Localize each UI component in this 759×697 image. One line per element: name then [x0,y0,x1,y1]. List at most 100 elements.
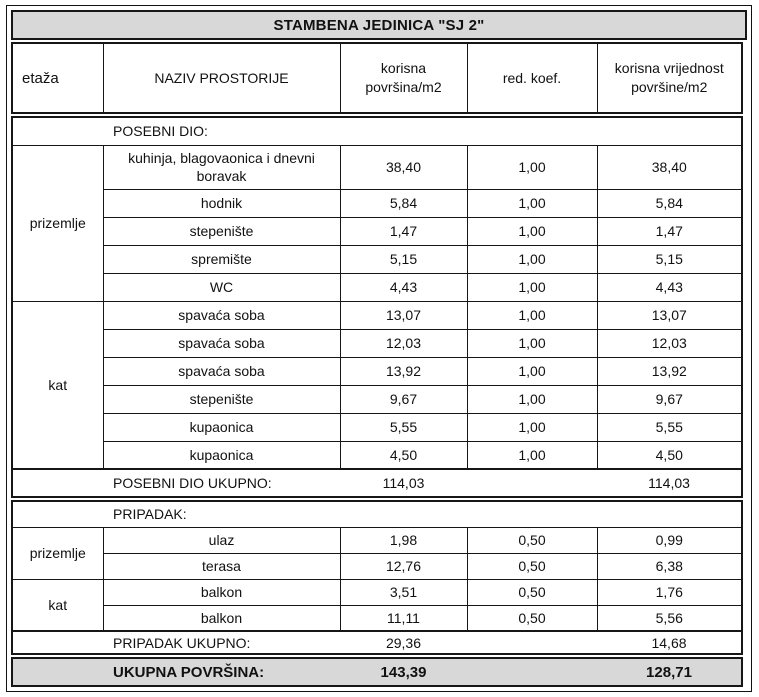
area-value: 12,03 [339,328,468,358]
reduced-value: 13,07 [596,300,743,330]
room-name: spavaća soba [102,328,341,358]
room-name: ulaz [102,526,341,554]
room-name: spremište [102,244,341,274]
section-total-row: POSEBNI DIO UKUPNO: 114,03 114,03 [12,468,743,498]
area-value: 13,07 [339,300,468,330]
koef-value: 1,00 [466,412,598,442]
koef-value: 0,50 [466,578,598,606]
area-value: 5,15 [339,244,468,274]
reduced-value: 12,03 [596,328,743,358]
column-header-red-koef: red. koef. [466,42,598,114]
grand-total-label: UKUPNA POVRŠINA: [12,657,340,687]
reduced-value: 6,38 [596,552,743,580]
area-value: 1,98 [339,526,468,554]
area-value: 4,50 [339,440,468,470]
koef-value: 1,00 [466,188,598,218]
reduced-value: 5,55 [596,412,743,442]
reduced-value: 1,76 [596,578,743,606]
table-row: spavaća soba 13,92 1,00 13,92 [12,356,743,386]
room-name: stepenište [102,216,341,246]
column-header-naziv-prostorije: NAZIV PROSTORIJE [102,42,341,114]
area-value: 5,84 [339,188,468,218]
column-header-korisna-vrijednost: korisna vrijednost površine/m2 [596,42,743,114]
column-header-korisna-povrsina: korisna površina/m2 [339,42,468,114]
area-value: 13,92 [339,356,468,386]
koef-value: 1,00 [466,272,598,302]
floor-cell: prizemlje [11,144,104,302]
empty-cell [467,630,597,655]
area-value: 12,76 [339,552,468,580]
column-header-etaza: etaža [11,42,104,114]
table-row: balkon 11,11 0,50 5,56 [12,604,743,632]
section-label: POSEBNI DIO: [12,116,743,146]
koef-value: 1,00 [466,328,598,358]
table-row: terasa 12,76 0,50 6,38 [12,552,743,580]
floor-cell: prizemlje [11,526,104,580]
room-name: kupaonica [102,412,341,442]
area-value: 1,47 [339,216,468,246]
table-title: STAMBENA JEDINICA "SJ 2" [273,16,485,34]
table-row: stepenište 1,47 1,00 1,47 [12,216,743,246]
koef-value: 0,50 [466,604,598,632]
table-frame: STAMBENA JEDINICA "SJ 2" etaža NAZIV PRO… [6,5,752,692]
section-total-area: 114,03 [340,468,467,498]
table-row: kupaonica 5,55 1,00 5,55 [12,412,743,442]
koef-value: 1,00 [466,144,598,190]
reduced-value: 5,84 [596,188,743,218]
koef-value: 1,00 [466,384,598,414]
table-row: hodnik 5,84 1,00 5,84 [12,188,743,218]
table-row: prizemlje ulaz 1,98 0,50 0,99 [11,526,743,580]
section-total-label: POSEBNI DIO UKUPNO: [12,468,340,498]
table-row: WC 4,43 1,00 4,43 [12,272,743,302]
area-value: 3,51 [339,578,468,606]
section-total-value: 114,03 [597,468,743,498]
reduced-value: 1,47 [596,216,743,246]
floor-cell: kat [11,300,104,470]
room-name: spavaća soba [102,356,341,386]
area-value: 9,67 [339,384,468,414]
grand-total-area: 143,39 [340,657,467,687]
koef-value: 0,50 [466,552,598,580]
room-name: stepenište [102,384,341,414]
room-name: terasa [102,552,341,580]
koef-value: 1,00 [466,440,598,470]
reduced-value: 5,56 [596,604,743,632]
koef-value: 1,00 [466,216,598,246]
room-name: hodnik [102,188,341,218]
area-value: 11,11 [339,604,468,632]
empty-cell [467,657,597,687]
area-value: 4,43 [339,272,468,302]
section-total-value: 14,68 [597,630,743,655]
table-title-bar: STAMBENA JEDINICA "SJ 2" [11,10,747,40]
floor-cell: kat [11,578,104,632]
reduced-value: 38,40 [596,144,743,190]
column-header-row: etaža NAZIV PROSTORIJE korisna površina/… [11,42,743,114]
section-label: PRIPADAK: [12,500,743,528]
section-posebni-dio: POSEBNI DIO: prizemlje kuhinja, blagovao… [11,116,744,498]
reduced-value: 5,15 [596,244,743,274]
table-row: UKUPNA POVRŠINA: 143,39 128,71 [12,657,742,687]
section-label-row: POSEBNI DIO: [12,116,743,146]
section-total-area: 29,36 [340,630,467,655]
table-row: prizemlje kuhinja, blagovaonica i dnevni… [11,144,743,302]
koef-value: 0,50 [466,526,598,554]
grand-total-value: 128,71 [597,657,742,687]
koef-value: 1,00 [466,244,598,274]
section-pripadak: PRIPADAK: prizemlje ulaz 1,98 0,50 0,99 … [11,500,744,655]
reduced-value: 9,67 [596,384,743,414]
reduced-value: 0,99 [596,526,743,554]
reduced-value: 4,50 [596,440,743,470]
room-name: spavaća soba [102,300,341,330]
room-name: kuhinja, blagovaonica i dnevni boravak [102,144,341,190]
area-value: 5,55 [339,412,468,442]
room-name: WC [102,272,341,302]
koef-value: 1,00 [466,356,598,386]
room-name: kupaonica [102,440,341,470]
room-name: balkon [102,578,341,606]
room-name: balkon [102,604,341,632]
table-row: stepenište 9,67 1,00 9,67 [12,384,743,414]
table-row: kat balkon 3,51 0,50 1,76 [11,578,743,632]
empty-cell [467,468,597,498]
table-row: spavaća soba 12,03 1,00 12,03 [12,328,743,358]
